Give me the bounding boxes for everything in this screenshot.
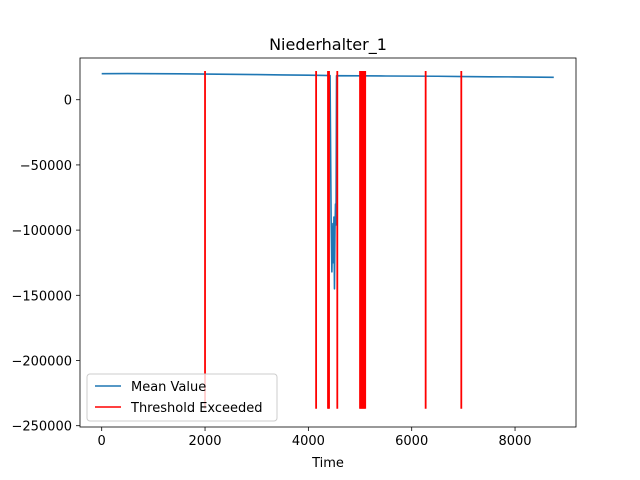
plot-frame xyxy=(79,57,577,428)
series-line-mean-value xyxy=(101,72,554,290)
legend-label-threshold-exceeded: Threshold Exceeded xyxy=(130,401,263,416)
y-tick-label: −150000 xyxy=(11,289,72,304)
x-tick-label: 8000 xyxy=(498,434,531,449)
legend-box xyxy=(86,373,278,422)
y-tick-label: 0 xyxy=(64,94,72,109)
series-layer xyxy=(101,71,554,409)
x-axis-label: Time xyxy=(311,456,344,471)
y-axis-ticks: 0 −50000 −100000 −150000 −200000 −250000 xyxy=(11,94,80,435)
y-tick-label: −50000 xyxy=(20,159,72,174)
plot-area xyxy=(101,71,554,409)
y-tick-label: −200000 xyxy=(11,355,72,370)
legend-label-mean-value: Mean Value xyxy=(131,380,206,395)
x-tick-label: 4000 xyxy=(292,434,325,449)
x-tick-label: 0 xyxy=(98,434,106,449)
y-tick-label: −250000 xyxy=(11,420,72,435)
x-axis-ticks: 0 2000 4000 6000 8000 xyxy=(98,427,532,449)
y-tick-label: −100000 xyxy=(11,224,72,239)
legend: Mean Value Threshold Exceeded xyxy=(86,373,278,422)
x-tick-label: 6000 xyxy=(395,434,428,449)
x-tick-label: 2000 xyxy=(188,434,221,449)
chart-title: Niederhalter_1 xyxy=(269,35,387,55)
